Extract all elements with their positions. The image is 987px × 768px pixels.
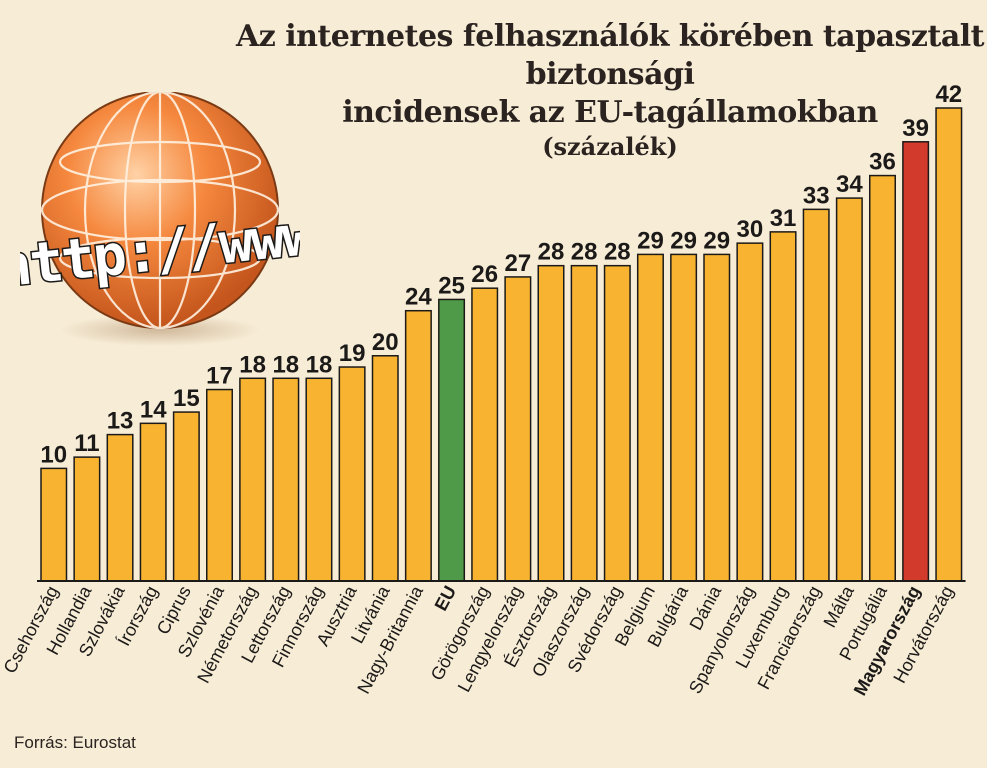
category-label-12: EU	[431, 582, 460, 613]
bar-11	[404, 309, 432, 582]
value-label-1: 11	[74, 430, 99, 457]
category-labels-group: CsehországHollandiaSzlovákiaÍrországCipr…	[0, 582, 957, 699]
value-label-9: 19	[339, 340, 366, 367]
value-label-8: 18	[306, 351, 333, 378]
bar-23	[802, 208, 830, 582]
chart-title-line2: incidensek az EU-tagállamokban	[342, 95, 878, 130]
value-label-22: 31	[770, 205, 797, 232]
value-label-2: 13	[107, 408, 134, 435]
bar-5	[206, 388, 233, 582]
chart-title: Az internetes felhasználók körében tapas…	[235, 19, 985, 92]
bar-21	[736, 242, 764, 582]
value-label-17: 28	[604, 239, 631, 266]
value-label-5: 17	[206, 363, 233, 390]
bar-4	[172, 411, 200, 582]
value-label-24: 34	[836, 171, 863, 198]
chart-subtitle: (százalék)	[542, 132, 678, 161]
value-label-14: 27	[504, 250, 531, 277]
bar-3	[139, 422, 167, 582]
value-label-20: 29	[703, 227, 730, 254]
bar-13	[471, 287, 499, 582]
bar-15	[537, 264, 565, 582]
value-label-13: 26	[471, 261, 498, 288]
bar-14	[504, 276, 532, 582]
value-label-10: 20	[372, 329, 399, 356]
value-label-18: 29	[637, 227, 664, 254]
value-label-4: 15	[173, 385, 200, 412]
value-label-0: 10	[40, 441, 67, 468]
value-label-21: 30	[737, 216, 764, 243]
bar-8	[305, 377, 333, 582]
value-label-26: 39	[902, 115, 929, 142]
value-label-25: 36	[869, 149, 896, 176]
bars-group	[40, 107, 963, 582]
bar-16	[570, 264, 598, 582]
bar-26	[902, 141, 930, 582]
bar-24	[835, 197, 863, 582]
value-label-19: 29	[670, 227, 697, 254]
bar-2	[106, 433, 134, 582]
value-label-16: 28	[571, 239, 598, 266]
bar-20	[703, 253, 731, 582]
bar-19	[670, 253, 698, 582]
bar-27	[935, 107, 963, 582]
bar-18	[636, 253, 664, 582]
bar-12	[438, 298, 466, 582]
source-note: Forrás: Eurostat	[14, 733, 136, 752]
bar-10	[371, 355, 399, 582]
value-label-11: 24	[405, 284, 432, 311]
chart-title-block: Az internetes felhasználók körében tapas…	[230, 18, 987, 162]
bar-7	[272, 377, 300, 582]
bar-25	[869, 174, 896, 582]
value-label-27: 42	[935, 81, 962, 108]
value-label-12: 25	[438, 272, 465, 299]
value-label-15: 28	[538, 239, 565, 266]
bar-9	[338, 366, 366, 582]
bar-0	[40, 467, 68, 582]
value-label-3: 14	[140, 396, 167, 423]
value-label-23: 33	[803, 182, 830, 209]
bar-22	[769, 231, 797, 582]
value-label-6: 18	[239, 351, 266, 378]
bar-1	[73, 456, 101, 582]
globe-icon: http://www	[20, 92, 300, 346]
bar-17	[603, 264, 631, 582]
bar-6	[239, 377, 267, 582]
value-label-7: 18	[272, 351, 299, 378]
